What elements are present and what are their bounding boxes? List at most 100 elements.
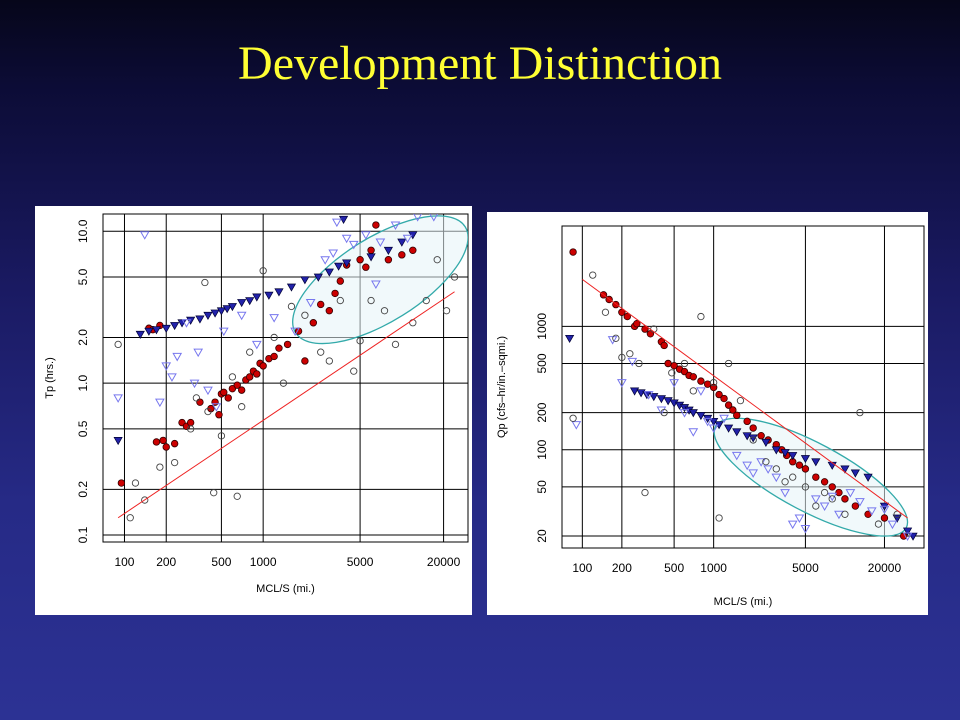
blue-filled-triangle-point [383, 246, 393, 255]
red-filled-circle-point [367, 246, 375, 254]
blue-filled-triangle-point [252, 293, 262, 302]
blue-open-triangle-point [800, 525, 811, 534]
blue-open-triangle-point [719, 414, 729, 424]
blue-open-triangle-point [787, 520, 798, 530]
blue-open-triangle-point [794, 514, 805, 524]
x-tick-label: 100 [114, 555, 134, 569]
x-tick-label: 5000 [792, 561, 819, 575]
gray-open-circle-point [641, 488, 649, 497]
gray-open-circle-point [279, 379, 288, 387]
blue-open-triangle-point [607, 336, 618, 345]
y-tick-label: 10.0 [76, 219, 90, 243]
x-tick-label: 20000 [868, 561, 902, 575]
blue-filled-triangle-point [151, 326, 162, 335]
blue-open-triangle-point [328, 249, 339, 258]
gray-open-circle-point [668, 369, 676, 377]
blue-open-triangle-point [189, 379, 200, 389]
y-tick-label: 500 [535, 353, 549, 373]
y-tick-label: 50 [535, 480, 549, 494]
gray-open-circle-point [828, 495, 836, 503]
blue-filled-triangle-point [565, 334, 575, 344]
blue-filled-triangle-point [264, 291, 274, 300]
x-tick-label: 5000 [347, 555, 374, 569]
blue-open-triangle-point [375, 238, 386, 248]
x-tick-label: 500 [664, 561, 684, 575]
red-filled-circle-point [309, 319, 318, 327]
blue-filled-triangle-point [210, 309, 220, 318]
x-tick-label: 20000 [427, 555, 461, 569]
blue-open-triangle-point [688, 428, 699, 437]
blue-filled-triangle-point [313, 273, 323, 282]
gray-open-circle-point [270, 333, 278, 342]
blue-filled-triangle-point [732, 428, 742, 437]
red-filled-circle-point [259, 362, 267, 370]
blue-filled-triangle-point [761, 438, 771, 447]
blue-open-triangle-point [251, 340, 262, 350]
blue-open-triangle-point [390, 221, 401, 231]
blue-filled-triangle-point [656, 395, 666, 404]
y-tick-label: 2.0 [76, 329, 90, 346]
gray-open-circle-point [450, 273, 459, 281]
highlight-ellipse [292, 215, 468, 345]
blue-open-triangle-point [819, 502, 830, 512]
blue-filled-triangle-point [800, 455, 811, 464]
gray-open-circle-point [422, 296, 430, 305]
blue-filled-triangle-point [863, 473, 873, 482]
red-filled-circle-point [660, 341, 668, 350]
blue-open-triangle-point [402, 234, 413, 244]
blue-filled-triangle-point [840, 465, 850, 474]
gray-open-circle-point [736, 396, 745, 405]
blue-filled-triangle-point [334, 262, 344, 271]
red-filled-circle-point [851, 502, 860, 510]
red-filled-circle-point [720, 394, 728, 403]
blue-open-triangle-point [172, 352, 183, 362]
x-tick-label: 500 [211, 555, 231, 569]
blue-open-triangle-point [139, 231, 150, 240]
blue-filled-triangle-point [397, 238, 407, 247]
red-filled-circle-point [356, 256, 364, 264]
blue-open-triangle-point [193, 348, 204, 358]
gray-open-circle-point [409, 319, 417, 327]
blue-open-triangle-point [827, 492, 838, 502]
gray-open-circle-point [170, 458, 179, 467]
gray-open-circle-point [238, 403, 246, 411]
blue-filled-triangle-point [203, 311, 213, 320]
gray-open-circle-point [380, 307, 389, 315]
blue-open-triangle-point [902, 532, 913, 542]
gray-open-circle-point [233, 492, 241, 500]
blue-open-triangle-point [571, 421, 582, 430]
blue-filled-triangle-point [161, 324, 171, 333]
gray-open-circle-point [856, 408, 864, 417]
blue-open-triangle-point [763, 465, 773, 474]
blue-filled-triangle-point [324, 268, 334, 277]
highlight-ellipse [713, 417, 909, 537]
blue-open-triangle-point [855, 498, 865, 507]
blue-filled-triangle-point [366, 253, 376, 262]
plot-frame [561, 225, 925, 549]
gray-open-circle-point [874, 520, 883, 528]
y-tick-label: 5.0 [76, 268, 90, 285]
blue-open-triangle-point [780, 489, 790, 498]
red-filled-circle-point [325, 307, 334, 315]
red-filled-circle-point [398, 251, 406, 259]
red-filled-circle-point [331, 289, 339, 298]
blue-open-triangle-point [236, 311, 247, 321]
blue-open-triangle-point [866, 507, 877, 516]
red-filled-circle-point [724, 401, 733, 409]
blue-open-triangle-point [617, 379, 627, 388]
red-filled-circle-point [170, 439, 179, 448]
gray-open-circle-point [126, 514, 134, 522]
x-axis-title: MCL/S (mi.) [714, 596, 773, 608]
gray-open-circle-point [356, 337, 364, 345]
chart-panel-tp: 100 200 500 1000 5000 20000 0.1 0.2 0.5 1.0 2.0 5.0… [35, 206, 472, 615]
gray-open-circle-point [217, 432, 226, 440]
blue-filled-triangle-point [338, 215, 349, 224]
blue-open-triangle-point [320, 256, 331, 265]
red-filled-circle-point [828, 483, 836, 491]
blue-open-triangle-point [181, 319, 192, 328]
blue-open-triangle-point [669, 379, 679, 388]
x-tick-label: 1000 [250, 555, 277, 569]
red-filled-circle-point [224, 394, 232, 402]
blue-filled-triangle-point [788, 452, 798, 461]
red-filled-circle-point [317, 300, 325, 309]
